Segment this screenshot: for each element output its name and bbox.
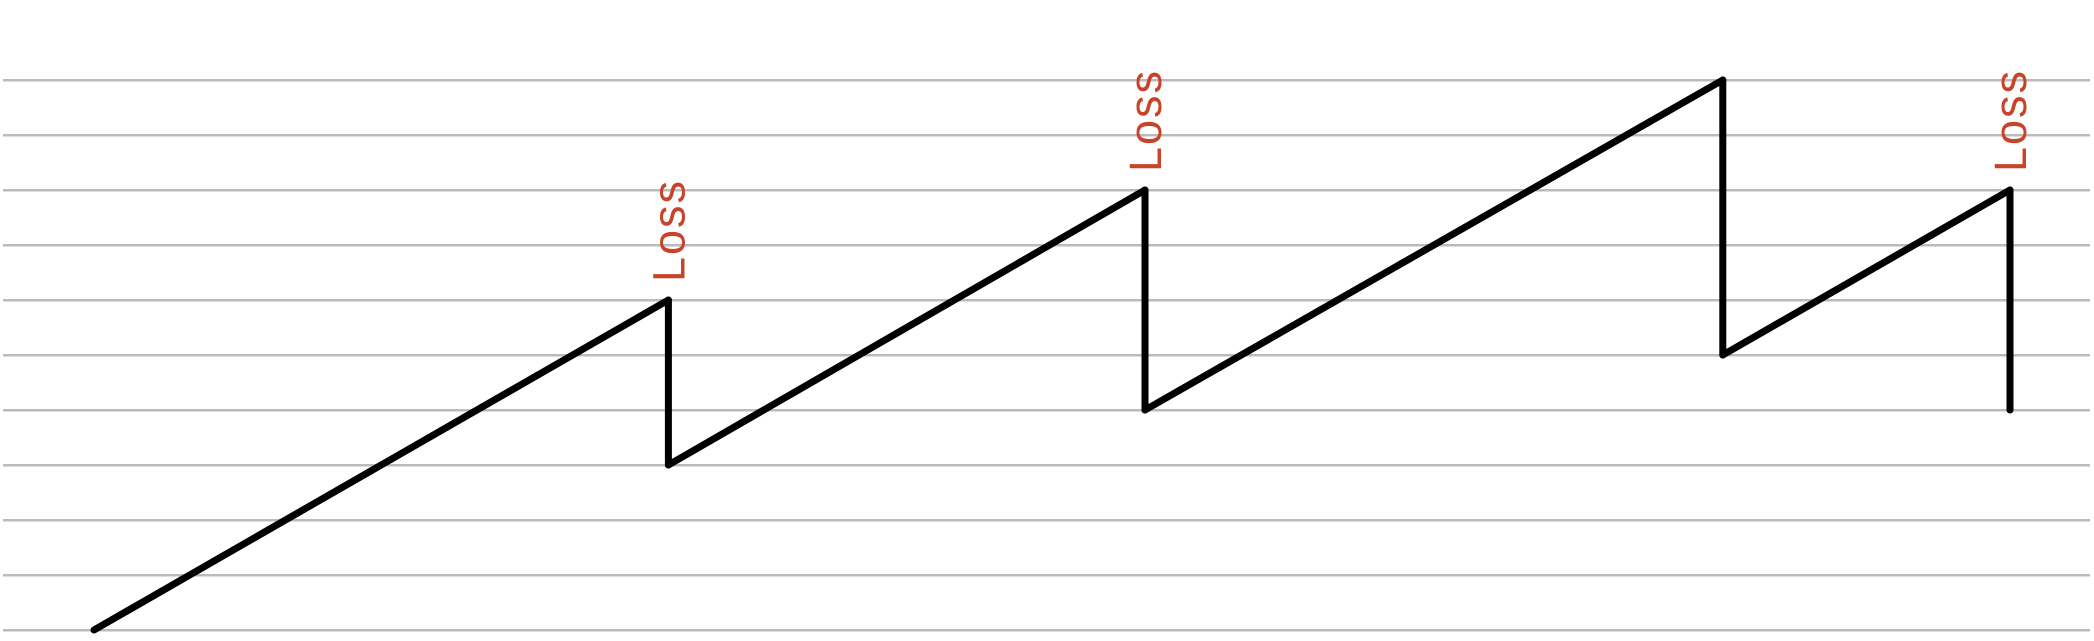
data-point [1719,77,1726,84]
loss-annotations: Loss Loss Loss [643,69,2036,282]
data-point [91,627,98,634]
data-point [1142,187,1149,194]
gridlines [3,80,2090,630]
loss-label: Loss [643,179,694,282]
loss-label: Loss [1985,69,2036,172]
loss-label: Loss [1120,69,1171,172]
data-point [665,462,672,469]
data-point [665,297,672,304]
data-point [2007,187,2014,194]
data-point [1142,407,1149,414]
data-point [1719,352,1726,359]
data-point [2007,407,2014,414]
